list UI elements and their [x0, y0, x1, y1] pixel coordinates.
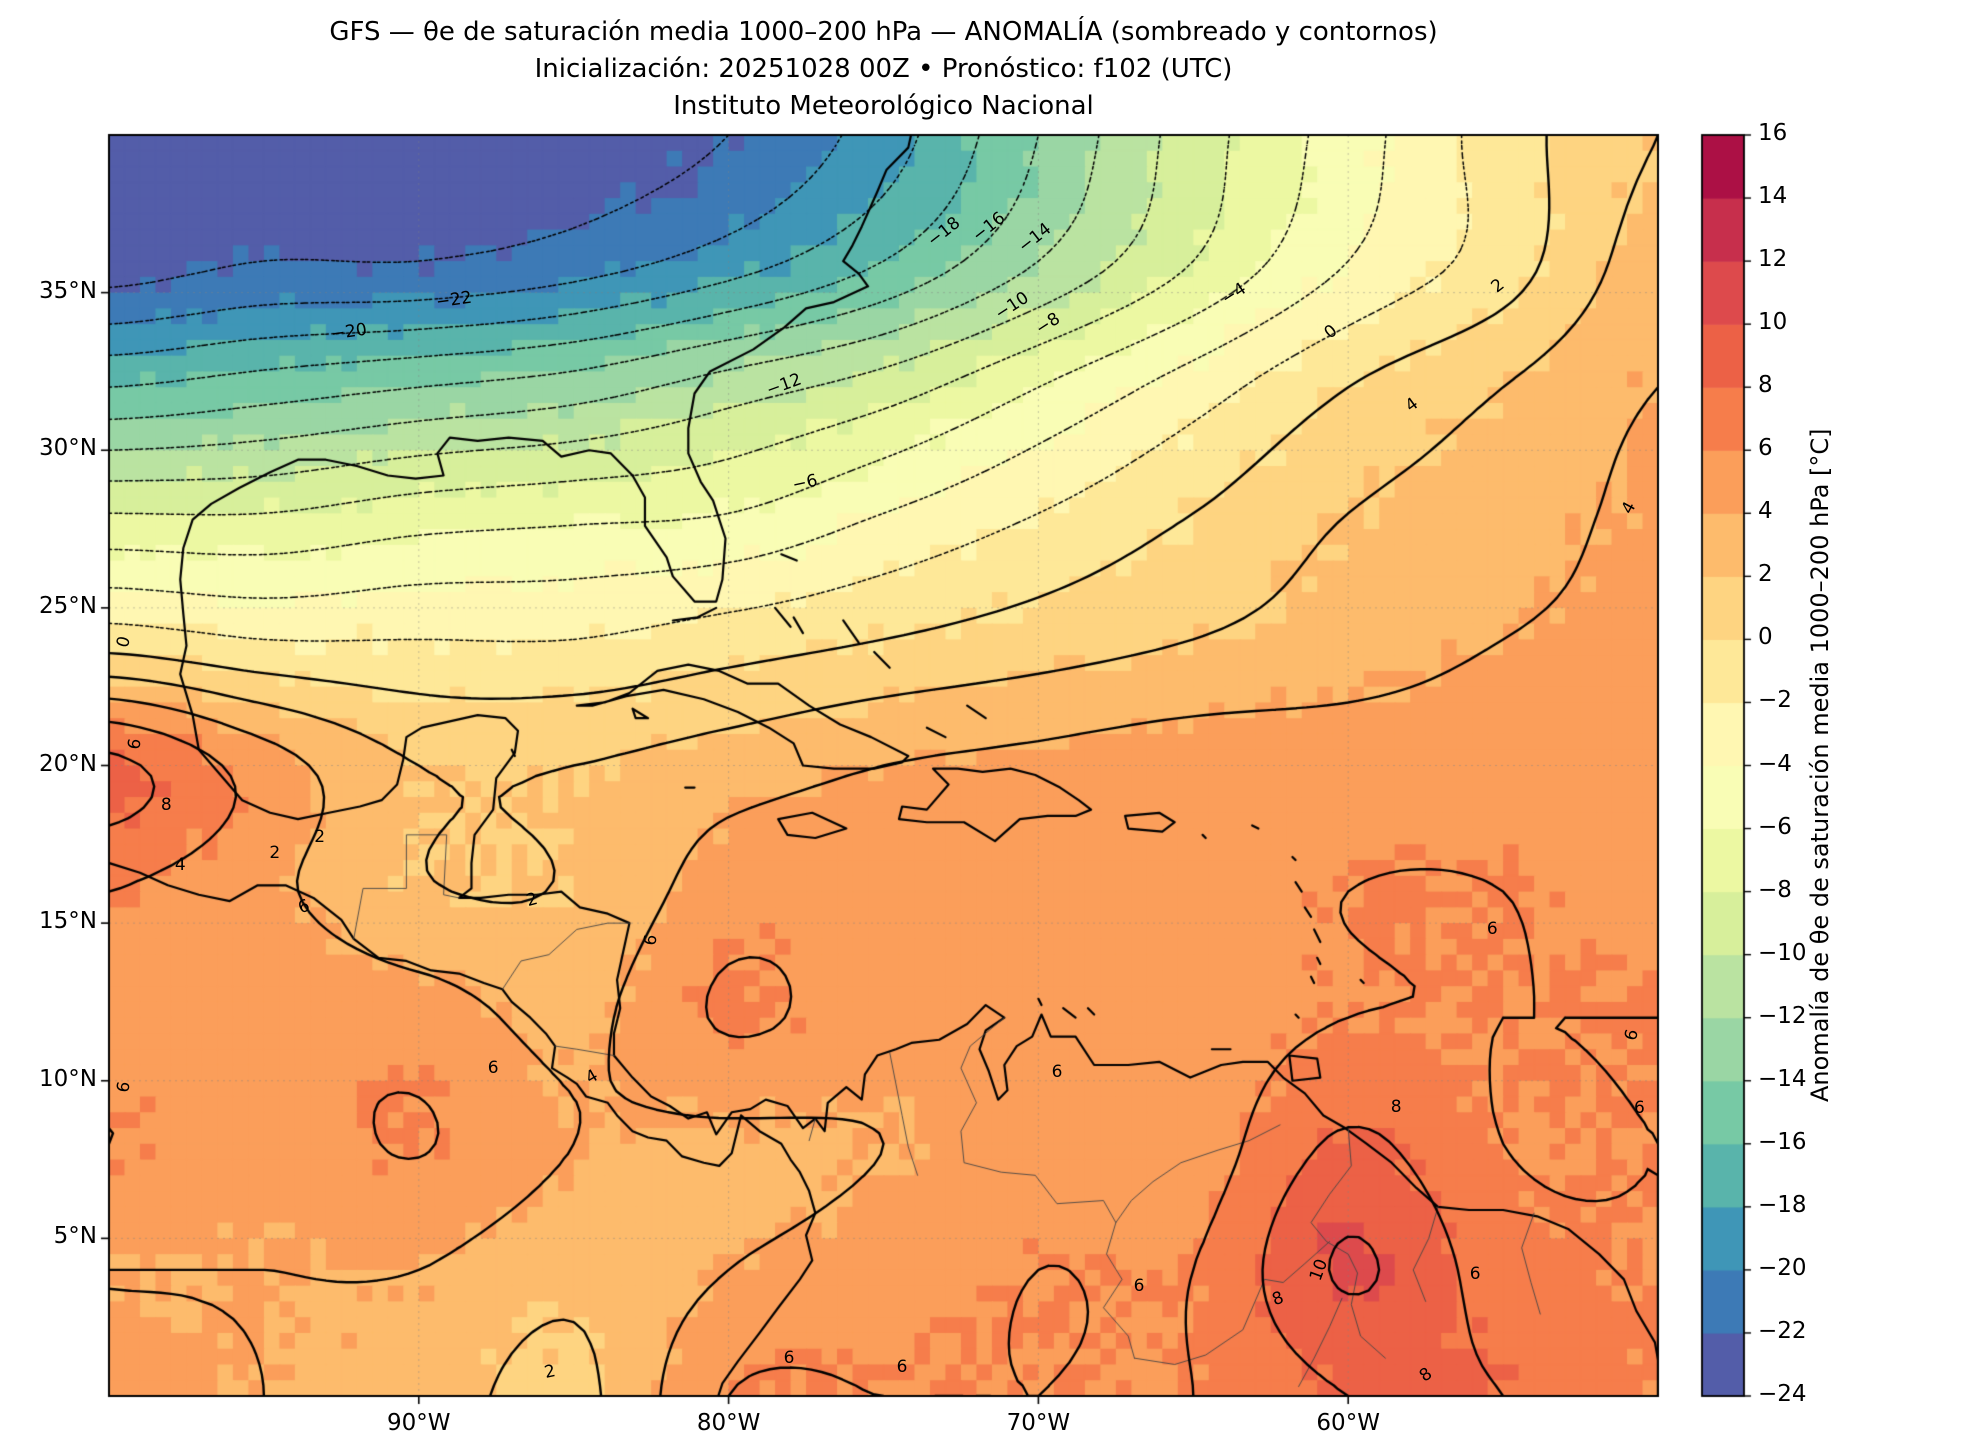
x-tick-label: 60°W [1316, 1410, 1380, 1436]
colorbar-tick-label: 2 [1758, 561, 1773, 588]
colorbar-tick-label: −10 [1758, 939, 1807, 966]
institution-title: Instituto Meteorológico Nacional [673, 91, 1094, 121]
colorbar-tick-label: −18 [1758, 1191, 1807, 1218]
y-tick-label: 20°N [39, 750, 97, 777]
colorbar-tick-label: 6 [1758, 435, 1773, 462]
contour-label: 6 [1051, 1061, 1063, 1082]
contour-label: 6 [487, 1058, 499, 1079]
contour-label: 8 [160, 794, 172, 815]
colorbar-tick-label: 10 [1758, 309, 1788, 336]
colorbar-tick-label: −8 [1758, 876, 1792, 903]
contour-label: 6 [1133, 1276, 1145, 1297]
x-tick-label: 70°W [1006, 1410, 1071, 1436]
y-tick-label: 5°N [53, 1223, 97, 1250]
colorbar-tick-label: −6 [1758, 813, 1792, 840]
colorbar-tick-label: 0 [1758, 624, 1773, 651]
colorbar-tick-label: 16 [1758, 120, 1788, 146]
x-tick-label: 80°W [696, 1410, 761, 1436]
colorbar-tick-label: −12 [1758, 1002, 1807, 1029]
contour-label: 4 [174, 855, 186, 876]
colorbar-tick-label: 8 [1758, 372, 1773, 399]
y-tick-label: 30°N [39, 435, 97, 462]
colorbar-tick-label: −22 [1758, 1317, 1807, 1344]
colorbar-tick-label: −4 [1758, 750, 1792, 777]
contour-label: 2 [314, 827, 326, 848]
y-tick-label: 25°N [39, 592, 97, 619]
colorbar-tick-label: 4 [1758, 498, 1773, 525]
contour-label: 8 [1390, 1097, 1402, 1118]
contour-label: 6 [1633, 1098, 1645, 1119]
colorbar-tick-label: 14 [1758, 183, 1788, 210]
colorbar-tick-label: −20 [1758, 1254, 1807, 1281]
y-tick-label: 35°N [39, 277, 97, 304]
contour-label: 6 [1469, 1263, 1481, 1284]
page-title: GFS — θe de saturación media 1000–200 hP… [329, 17, 1438, 47]
x-tick-label: 90°W [387, 1410, 451, 1436]
colorbar-tick-label: −24 [1758, 1381, 1807, 1407]
colorbar-tick-label: −2 [1758, 687, 1792, 714]
y-tick-label: 15°N [39, 908, 97, 935]
title-block: GFS — θe de saturación media 1000–200 hP… [109, 14, 1658, 125]
y-tick-label: 10°N [39, 1065, 97, 1092]
contour-label: 6 [896, 1356, 908, 1377]
contour-label: 6 [1486, 919, 1498, 940]
colorbar-tick-label: 12 [1758, 246, 1788, 273]
colorbar-tick-label: −14 [1758, 1065, 1807, 1092]
contour-label: 2 [269, 842, 281, 863]
contour-label: 6 [783, 1348, 795, 1369]
page-subtitle: Inicialización: 20251028 00Z • Pronóstic… [534, 54, 1233, 84]
colorbar-axis-label: Anomalía de θe de saturación media 1000–… [1806, 428, 1834, 1103]
colorbar-tick-label: −16 [1758, 1128, 1807, 1155]
